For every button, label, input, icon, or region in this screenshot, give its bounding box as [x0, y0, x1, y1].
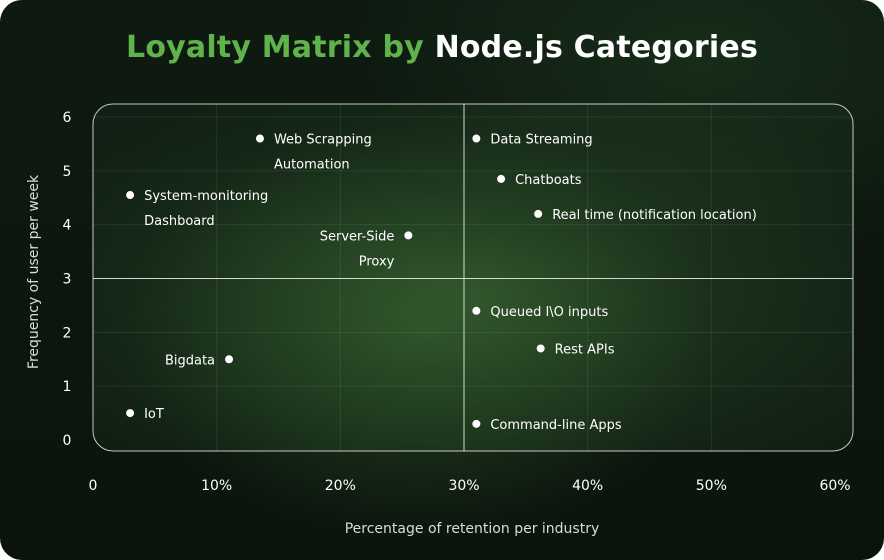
x-axis-title: Percentage of retention per industry — [345, 521, 600, 537]
data-point-label: Web Scrapping — [274, 133, 372, 148]
quadrant-dividers — [93, 104, 853, 451]
data-point-label: IoT — [144, 407, 164, 422]
data-point — [472, 306, 481, 315]
data-point — [534, 209, 543, 218]
data-point-label: Server-Side — [320, 229, 395, 244]
data-point — [404, 231, 413, 240]
data-point — [126, 191, 135, 200]
x-tick-label: 20% — [325, 478, 356, 494]
y-tick-label: 6 — [63, 110, 72, 126]
data-point-label: Command-line Apps — [490, 418, 621, 433]
data-point — [536, 344, 545, 353]
plot-area — [92, 103, 854, 452]
data-point-label: Chatboats — [515, 173, 582, 188]
x-tick-label: 50% — [696, 478, 727, 494]
data-point-label: Dashboard — [144, 214, 215, 229]
data-point — [126, 409, 135, 418]
data-point-label: System-monitoring — [144, 189, 268, 204]
data-point — [255, 134, 264, 143]
x-tick-label: 10% — [201, 478, 232, 494]
data-point-label: Queued I\O inputs — [490, 305, 608, 320]
x-tick-label: 60% — [819, 478, 850, 494]
y-tick-label: 1 — [63, 379, 72, 395]
x-tick-label: 0 — [89, 478, 98, 494]
chart-title: Loyalty Matrix by Node.js Categories — [0, 30, 884, 65]
y-axis-title: Frequency of user per week — [26, 174, 42, 369]
chart-title-green: Loyalty Matrix by — [126, 30, 424, 65]
data-point — [472, 134, 481, 143]
y-tick-label: 3 — [63, 272, 72, 288]
x-axis-ticks: 0 10% 20% 30% 40% 50% 60% — [89, 478, 851, 494]
data-point-label: Automation — [274, 158, 350, 173]
y-tick-label: 0 — [63, 433, 72, 449]
data-point — [497, 174, 506, 183]
data-point-label: Data Streaming — [490, 133, 592, 148]
y-axis-ticks: 0 1 2 3 4 5 6 — [63, 110, 72, 449]
data-points: Web Scrapping Automation System-monitoring… — [126, 133, 757, 433]
y-tick-label: 4 — [63, 218, 72, 234]
data-point-label: Real time (notification location) — [552, 208, 757, 223]
data-point — [472, 419, 481, 428]
data-point-label: Rest APIs — [555, 342, 615, 357]
y-tick-label: 2 — [63, 325, 72, 341]
x-tick-label: 30% — [448, 478, 479, 494]
data-point — [225, 355, 234, 364]
data-point-label: Proxy — [359, 254, 395, 269]
data-point-label: Bigdata — [165, 353, 215, 368]
x-tick-label: 40% — [572, 478, 603, 494]
chart-title-white: Node.js Categories — [434, 30, 758, 65]
y-tick-label: 5 — [63, 164, 72, 180]
